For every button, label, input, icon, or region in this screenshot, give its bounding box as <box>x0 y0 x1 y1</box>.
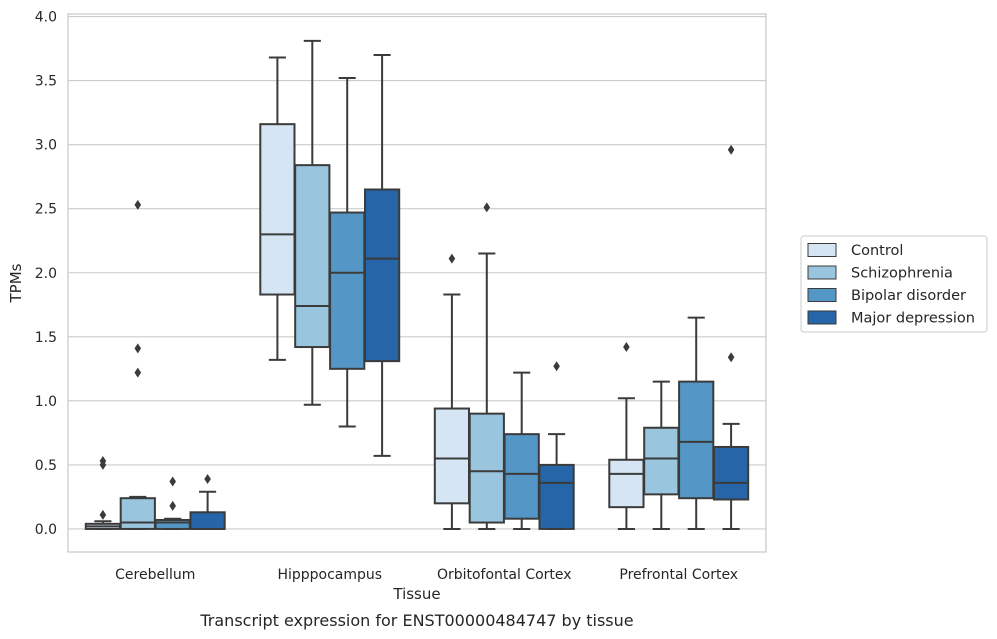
legend: Control Schizophrenia Bipolar disorder Majo… <box>800 235 988 333</box>
box <box>294 39 331 406</box>
x-tick-label: Orbitofontal Cortex <box>437 567 572 583</box>
box <box>259 56 296 361</box>
y-tick-label: 2.5 <box>35 202 57 218</box>
outlier-point <box>134 343 142 354</box>
legend-label: Control <box>851 243 903 259</box>
box-body <box>189 511 226 530</box>
legend-swatch <box>807 265 837 280</box>
y-tick-label: 2.0 <box>35 266 57 282</box>
outlier-point <box>727 144 735 155</box>
legend-swatch <box>807 310 837 325</box>
outlier-point <box>134 199 142 210</box>
box-plot-series <box>84 39 750 530</box>
box <box>154 476 191 530</box>
outlier-point <box>204 473 211 484</box>
series-schizophrenia <box>119 39 680 530</box>
box-body <box>363 188 401 363</box>
outlier-point <box>169 476 176 487</box>
box <box>119 199 156 530</box>
series-control <box>84 56 645 530</box>
y-axis-title: TPMs <box>7 263 25 303</box>
box <box>363 53 401 457</box>
grid-lines <box>68 16 766 530</box>
box-body <box>468 412 505 524</box>
y-axis-ticks: 0.0 0.5 1.0 1.5 2.0 2.5 3.0 3.5 4.0 <box>35 10 57 538</box>
y-tick-label: 1.0 <box>35 394 57 410</box>
box <box>329 77 366 428</box>
y-tick-label: 1.5 <box>35 330 57 346</box>
legend-swatch <box>807 243 837 257</box>
box-body <box>259 123 296 296</box>
outlier-point <box>483 202 491 213</box>
box <box>608 342 645 530</box>
box-body <box>608 458 645 509</box>
box <box>468 202 505 530</box>
box-body <box>329 211 366 370</box>
x-axis-title: Tissue <box>392 585 440 603</box>
box <box>643 380 680 530</box>
y-tick-label: 3.5 <box>35 74 57 90</box>
legend-swatch <box>807 288 837 302</box>
box-body <box>643 426 680 496</box>
box-body <box>503 433 540 520</box>
outlier-point <box>727 352 735 363</box>
x-tick-label: Prefrontal Cortex <box>619 567 738 583</box>
box <box>433 253 471 530</box>
box-body <box>538 463 575 530</box>
y-tick-label: 3.0 <box>35 138 57 154</box>
chart-caption: Transcript expression for ENST0000048474… <box>199 611 633 630</box>
outlier-point <box>169 500 176 511</box>
box-body <box>119 497 156 530</box>
outlier-point <box>623 342 630 353</box>
outlier-point <box>553 361 560 372</box>
outlier-point <box>99 456 107 467</box>
y-tick-label: 4.0 <box>35 10 57 26</box>
outlier-point <box>134 367 142 378</box>
x-axis-ticks: Cerebellum Hipppocampus Orbitofontal Corte… <box>115 567 738 583</box>
box <box>678 316 715 530</box>
legend-frame <box>800 235 988 333</box>
box <box>189 473 226 530</box>
outlier-point <box>99 509 107 520</box>
series-major-depression <box>189 53 750 530</box>
legend-label: Schizophrenia <box>851 266 953 282</box>
y-tick-label: 0.5 <box>35 458 57 474</box>
legend-label: Bipolar disorder <box>851 288 966 304</box>
x-tick-label: Cerebellum <box>115 567 195 583</box>
box-body <box>678 380 715 500</box>
box-body <box>294 164 331 349</box>
legend-label: Major depression <box>851 311 975 327</box>
y-tick-label: 0.0 <box>35 522 57 538</box>
box-body <box>154 518 191 530</box>
box-body <box>433 407 471 505</box>
box <box>503 371 540 530</box>
box <box>538 361 575 530</box>
plot-frame <box>67 13 767 553</box>
box-body <box>712 445 750 501</box>
series-bipolar-disorder <box>154 77 715 530</box>
outlier-point <box>448 253 456 264</box>
box <box>712 144 750 530</box>
x-tick-label: Hipppocampus <box>277 567 382 583</box>
box <box>84 456 122 530</box>
